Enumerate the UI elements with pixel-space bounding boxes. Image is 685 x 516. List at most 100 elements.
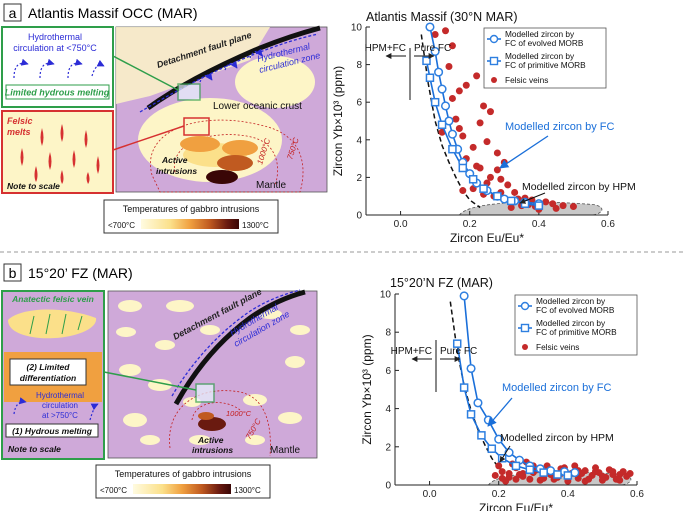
chart-a-y-tick-label: 10: [351, 23, 363, 34]
chart-b-felsic-vein-point: [495, 462, 503, 470]
chart-a-legend-primitive-label: Modelled zircon by FC of primitive MORB: [505, 51, 586, 70]
chart-b-felsic-vein-point: [498, 468, 506, 476]
melt-drop: [40, 128, 44, 146]
chart-a-felsic-vein-point: [473, 72, 481, 80]
chart-b-primitive-morb-point: [525, 465, 535, 474]
chart-a-legend-felsic-marker: [491, 77, 497, 83]
inset-top-a-text-1: Hydrothermal: [28, 32, 82, 42]
inset-circ-arrow-2: [39, 58, 55, 79]
vein-streak: [29, 315, 35, 335]
detachment-fault-b: [173, 289, 306, 406]
chart-b-felsic-vein-point: [505, 470, 513, 478]
chart-a-felsic-vein-point: [552, 204, 560, 212]
panel-a-label: a: [9, 5, 17, 21]
iso-1000-label-b: 1000°C: [226, 409, 252, 418]
chart-b-legend-evolved-marker: [520, 301, 530, 311]
chart-b-legend-primitive-label: Modelled zircon by FC of primitive MORB: [536, 318, 617, 337]
panel-b-label: b: [9, 265, 17, 281]
chart-a-primitive-morb-point: [430, 97, 440, 107]
panel-a: a Atlantis Massif OCC (MAR) Detachment f…: [1, 3, 636, 245]
chart-b-legend-frame: [514, 294, 638, 356]
chart-a-evolved-morb-point: [425, 22, 435, 32]
panel-b-title: 15°20’ FZ (MAR): [28, 265, 133, 281]
vein-streaks: [29, 313, 83, 335]
chart-b-hpm-fc-label: HPM+FC: [391, 346, 432, 357]
intrusion-orange-1: [180, 136, 220, 152]
inset-green-marker: [177, 83, 201, 101]
chart-a-felsic-vein-point: [507, 203, 515, 211]
chart-b-y-tick-label: 0: [385, 481, 391, 492]
chart-b-y-tick-label: 8: [385, 328, 391, 339]
chart-a-x-tick-label: 0.4: [532, 219, 546, 230]
chart-a-felsic-vein-point: [462, 81, 470, 89]
chart-b-hpm-model-label: Modelled zircon by HPM: [500, 432, 614, 444]
chart-a-felsic-vein-point: [448, 42, 456, 50]
gabbro-body: [119, 364, 141, 376]
inset-top-a-caption-box: [5, 84, 110, 100]
chart-a-felsic-vein-point: [442, 27, 450, 35]
gabbro-body: [116, 327, 136, 337]
chart-a-x-tick-label: 0.0: [394, 219, 408, 230]
inset-b-circ-arrow-2: [89, 403, 99, 421]
chart-b-felsic-vein-point: [526, 475, 534, 483]
chart-b-legend-primitive-marker: [520, 323, 530, 333]
chart-b-pure-fc-label: Pure FC: [440, 346, 477, 357]
chart-a-y-tick-label: 6: [356, 98, 362, 109]
intrusion-red-b: [198, 412, 214, 420]
panel-b-label-box: [3, 263, 22, 282]
chart-a-x-tick-label: 0.6: [601, 219, 615, 230]
inset-bottom-a: Felsic melts Note to scale: [1, 110, 114, 194]
chart-a-felsic-vein-point: [569, 203, 577, 211]
mantle-label-a: Mantle: [256, 180, 286, 191]
chart-b-primitive-morb-point: [452, 339, 462, 348]
inset-b-circ-1: Hydrothermal: [36, 391, 84, 400]
chart-b-felsic-vein-point: [581, 477, 589, 485]
active-label-a-1: Active: [161, 155, 188, 165]
chart-a-felsic-vein-point: [483, 138, 491, 146]
chart-b-primitive-morb-point: [459, 383, 469, 392]
inset-top-a: Hydrothermal circulation at <750°C Limit…: [1, 26, 114, 108]
chart-b-primitive-morb-point: [553, 470, 562, 479]
chart-b-primitive-morb-point: [539, 468, 548, 477]
chart-b-primitive-morb-point: [511, 461, 521, 471]
circulation-line-a: [139, 33, 319, 113]
inset-circ-arrow-4: [91, 59, 105, 77]
chart-a-hpm-model-arrow: [519, 192, 546, 204]
chart-a-hpm-fc-label: HPM+FC: [365, 43, 406, 54]
chart-a-felsic-vein-point: [476, 164, 484, 172]
melt-drop: [60, 124, 64, 142]
chart-a-y-tick-label: 4: [356, 135, 362, 146]
temp-legend-a-min: <700°C: [108, 221, 135, 230]
inset-b-note: Note to scale: [8, 444, 61, 454]
chart-b-y-axis-label: Zircon Yb×10³ (ppm): [360, 334, 374, 444]
chart-a-felsic-vein-point: [480, 102, 488, 110]
chart-b-evolved-morb-point: [466, 363, 476, 374]
active-label-a-2: intrusions: [156, 166, 197, 176]
inset-bottom-a-title-2: melts: [7, 127, 31, 137]
chart-a-legend-evolved-label-line1: Modelled zircon by: [505, 29, 575, 39]
gabbro-body: [243, 394, 267, 406]
gabbro-body: [290, 325, 310, 335]
chart-b: 0.0 0.2 0.4 0.6 0 2 4 6 8 10 Zircon Eu/Eu* Zircon Y…: [360, 290, 644, 516]
chart-b-evolved-morb-point: [546, 466, 556, 476]
chart-b-x-axis-label: Zircon Eu/Eu*: [479, 501, 553, 511]
chart-a-evolved-morb-point: [447, 129, 457, 139]
chart-a-primitive-morb-point: [479, 184, 488, 193]
chart-b-felsic-vein-point: [491, 471, 499, 479]
chart-a-fc-model-label: Modelled zircon by FC: [505, 121, 614, 133]
inset-b-circ-3: at >750°C: [42, 411, 78, 420]
intrusion-orange-2: [222, 140, 258, 156]
chart-a-felsic-vein-point: [504, 181, 512, 189]
gabbro-body: [118, 300, 142, 312]
chart-a-felsic-vein-point: [542, 198, 550, 206]
gabbro-body: [285, 356, 305, 368]
schematic-b: Detachment fault plane Hydrothermal circ…: [107, 286, 318, 459]
chart-b-hpm-model-arrow: [499, 445, 511, 463]
circulation-arrow-2: [224, 60, 238, 71]
chart-b-primitive-morb-point: [487, 444, 497, 453]
chart-b-primitive-morb-point: [563, 471, 573, 480]
chart-a-legend-frame: [483, 27, 607, 89]
vein-streak: [61, 313, 67, 335]
chart-b-x-tick-label: 0.4: [561, 489, 575, 500]
chart-a-evolved-morb-point: [499, 194, 509, 204]
